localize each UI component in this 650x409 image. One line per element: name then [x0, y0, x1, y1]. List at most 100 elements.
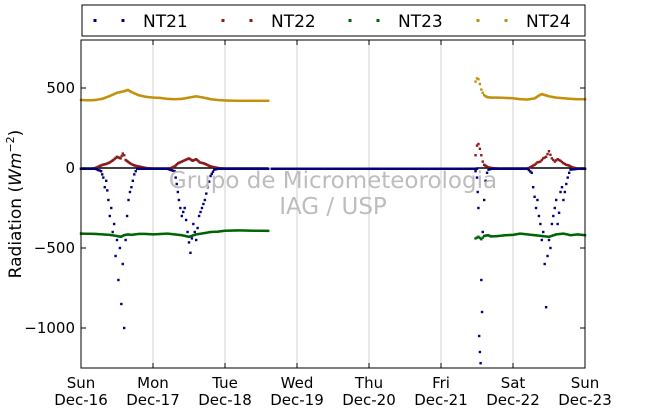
data-point: [451, 167, 455, 170]
axes: SunDec-16MonDec-17TueDec-18WedDec-19ThuD…: [24, 40, 612, 409]
data-point: [163, 167, 166, 170]
data-point: [573, 167, 577, 171]
data-point: [164, 97, 168, 100]
data-point: [190, 234, 194, 238]
data-point: [223, 229, 227, 232]
data-point: [202, 202, 205, 206]
data-point: [300, 167, 304, 170]
data-point: [100, 164, 103, 167]
data-point: [92, 232, 96, 236]
data-point: [478, 82, 482, 86]
data-point: [484, 179, 487, 182]
data-point: [187, 96, 191, 99]
data-point: [424, 167, 428, 170]
data-point: [556, 233, 559, 236]
legend-marker: [93, 19, 97, 22]
data-point: [304, 167, 307, 170]
data-point: [478, 350, 482, 354]
data-point: [337, 167, 340, 170]
data-point: [92, 167, 96, 170]
legend: NT21 NT22 NT23 NT24: [81, 4, 586, 37]
data-point: [477, 206, 480, 210]
data-point: [210, 230, 214, 234]
data-point: [370, 167, 374, 170]
data-point: [560, 186, 564, 189]
data-point: [557, 232, 561, 236]
data-point: [137, 232, 140, 236]
data-point: [169, 232, 172, 236]
data-point: [215, 98, 218, 102]
data-point: [197, 214, 201, 218]
data-point: [569, 97, 572, 101]
data-point: [167, 168, 171, 171]
data-point: [231, 167, 234, 170]
data-point: [533, 163, 536, 166]
data-point: [562, 198, 565, 202]
data-point: [495, 234, 499, 238]
data-point: [258, 229, 261, 232]
data-point: [555, 198, 558, 202]
data-point: [243, 229, 246, 232]
data-point: [105, 179, 108, 182]
data-point: [549, 235, 552, 238]
data-point: [265, 167, 268, 170]
data-point: [206, 186, 209, 189]
data-point: [138, 167, 142, 170]
data-point: [213, 230, 217, 234]
data-point: [108, 94, 111, 98]
data-point: [510, 167, 513, 170]
data-point: [88, 99, 91, 102]
data-point: [138, 94, 142, 97]
y-axis-label: Radiation (Wm−2): [4, 130, 26, 279]
data-point: [223, 99, 227, 102]
data-point: [578, 233, 581, 236]
data-point: [555, 96, 558, 99]
y-axis-label-unit: Wm: [6, 153, 26, 186]
data-point: [498, 96, 502, 99]
data-point: [291, 167, 294, 170]
data-point: [229, 99, 232, 102]
data-point: [562, 232, 565, 235]
data-point: [233, 167, 236, 170]
data-point: [448, 167, 452, 170]
data-point: [560, 160, 564, 164]
data-point: [166, 167, 169, 170]
data-point: [358, 167, 361, 170]
data-point: [431, 167, 434, 170]
data-point: [133, 233, 136, 236]
data-point: [493, 235, 496, 238]
data-point: [203, 96, 207, 100]
data-point: [209, 174, 212, 178]
data-point: [321, 167, 324, 170]
data-point: [196, 95, 199, 98]
data-point: [85, 232, 88, 235]
data-point: [161, 167, 165, 170]
data-point: [156, 167, 159, 170]
data-point: [343, 167, 347, 170]
data-point: [475, 77, 479, 80]
data-point: [562, 97, 565, 100]
data-point: [264, 99, 267, 102]
data-point: [119, 157, 122, 160]
data-point: [582, 233, 585, 237]
data-point: [294, 167, 297, 170]
data-point: [373, 167, 377, 170]
data-point: [447, 167, 450, 170]
legend-item-nt23: NT23: [348, 12, 443, 32]
data-point: [164, 232, 168, 235]
data-point: [216, 98, 219, 102]
data-point: [560, 232, 564, 235]
data-point: [262, 229, 266, 233]
data-point: [137, 167, 140, 170]
vertical-gridlines: [152, 40, 514, 368]
data-point: [101, 233, 104, 236]
data-point: [477, 334, 481, 338]
data-point: [579, 167, 582, 170]
legend-label: NT21: [143, 12, 188, 32]
data-point: [197, 160, 200, 163]
data-point: [500, 167, 503, 170]
data-point: [326, 167, 329, 170]
data-point: [332, 167, 336, 170]
series-nt21: [79, 167, 587, 365]
data-point: [578, 167, 581, 170]
